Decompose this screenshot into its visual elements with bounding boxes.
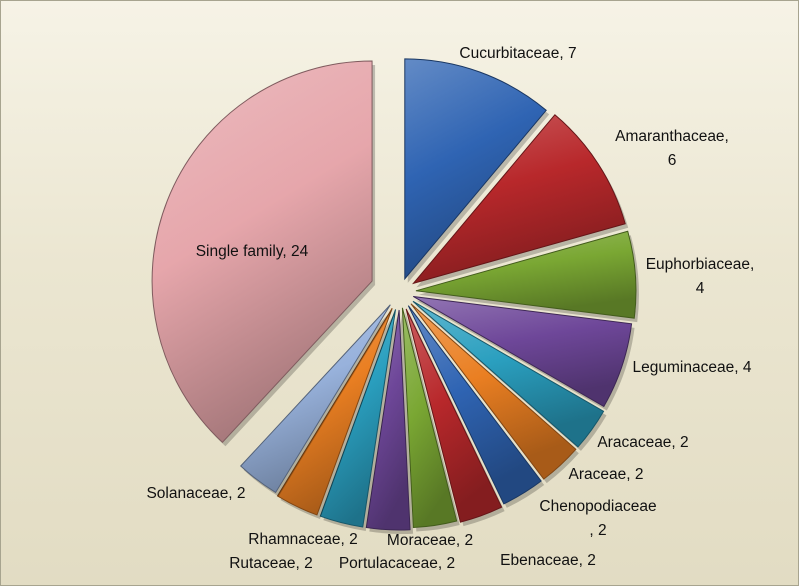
pie-slice-aracaceae bbox=[412, 300, 605, 448]
slice-label-rutaceae: Rutaceae, 2 bbox=[229, 555, 313, 572]
pie-slice-euphorbiaceae bbox=[415, 230, 637, 319]
slice-label-cucurbitaceae: Cucurbitaceae, 7 bbox=[459, 45, 576, 62]
pie-slice-moraceae bbox=[401, 307, 458, 529]
slice-label-chenopodiaceae: Chenopodiaceae, 2 bbox=[539, 498, 656, 539]
pie-slice-cucurbitaceae bbox=[404, 58, 547, 281]
slice-label-rhamnaceae: Rhamnaceae, 2 bbox=[248, 531, 357, 548]
pie-slice-leguminaceae bbox=[413, 295, 633, 408]
slice-label-ebenaceae: Ebenaceae, 2 bbox=[500, 552, 596, 569]
pie-slice-amaranthaceae bbox=[412, 114, 626, 285]
slice-label-amaranthaceae: Amaranthaceae, 6 bbox=[615, 128, 729, 169]
slice-label-araceae: Araceae, 2 bbox=[569, 466, 644, 483]
slice-label-aracaceae: Aracaceae, 2 bbox=[597, 434, 688, 451]
pie-slice-solanaceae bbox=[239, 304, 391, 494]
pie-slice-rutaceae bbox=[319, 309, 397, 528]
slice-label-single-family: Single family, 24 bbox=[196, 243, 309, 260]
pie-slice-portulacaceae bbox=[365, 309, 411, 531]
slice-label-solanaceae: Solanaceae, 2 bbox=[146, 485, 245, 502]
slice-label-moraceae: Moraceae, 2 bbox=[387, 532, 473, 549]
pie-slice-rhamnaceae bbox=[276, 307, 393, 516]
slice-label-euphorbiaceae: Euphorbiaceae, 4 bbox=[646, 256, 755, 297]
pie-slice-ebenaceae bbox=[405, 308, 503, 523]
pie-slice-chenopodiaceae bbox=[407, 305, 542, 505]
slice-label-portulacaceae: Portulacaceae, 2 bbox=[339, 555, 455, 572]
slice-label-leguminaceae: Leguminaceae, 4 bbox=[633, 359, 752, 376]
pie-slice-single-family bbox=[151, 60, 373, 444]
pie-slice-araceae bbox=[410, 303, 577, 480]
